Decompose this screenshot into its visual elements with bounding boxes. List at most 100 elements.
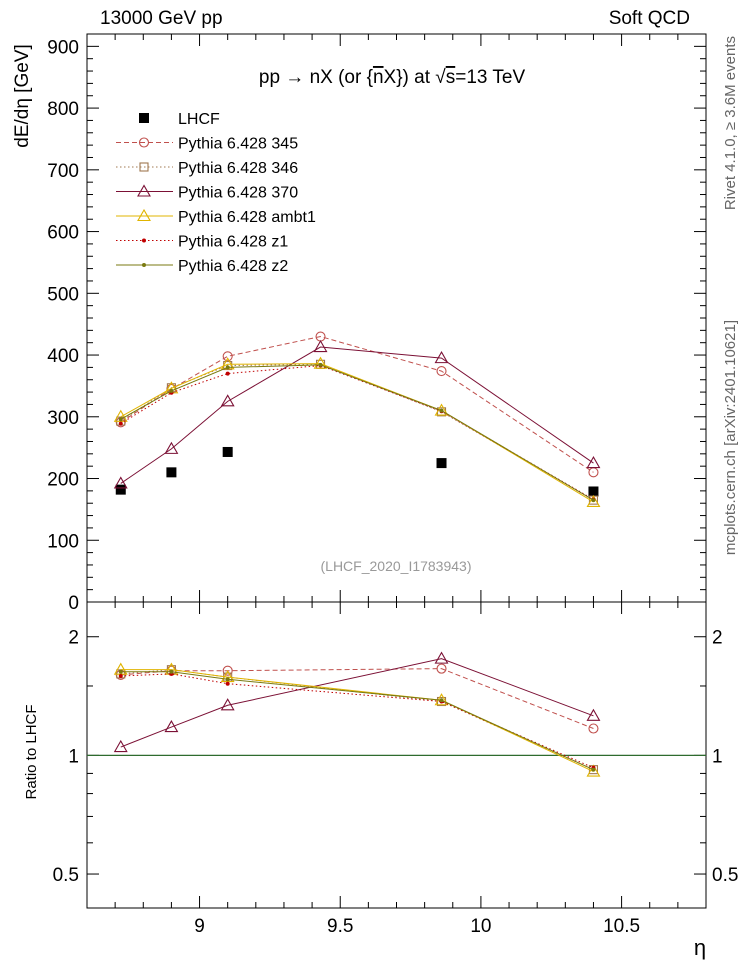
legend-label-z2: Pythia 6.428 z2: [178, 258, 288, 275]
ratio-point-z2: [118, 669, 123, 674]
ratio-y-axis-label: Ratio to LHCF: [23, 704, 40, 799]
title-nbar: n: [373, 67, 384, 88]
ratio-y-tick-label-right: 0.5: [712, 865, 738, 886]
main-point-p370: [313, 339, 328, 353]
ratio-point-z2: [439, 698, 444, 703]
main-point-LHCF: [115, 484, 126, 495]
main-point-ambt1: [113, 409, 128, 422]
ratio-y-tick-label-right: 1: [712, 746, 723, 767]
ratio-line-ambt1: [120, 669, 594, 772]
main-line-ambt1: [120, 363, 594, 503]
main-point-LHCF: [436, 458, 447, 469]
y-tick-label: 700: [47, 161, 79, 182]
main-point-p370: [220, 394, 235, 407]
main-point-z2: [318, 362, 323, 367]
y-tick-label: 500: [47, 284, 79, 305]
title-nx: nX (or {: [310, 67, 374, 88]
ratio-line-z1: [120, 673, 594, 769]
legend-label-p346: Pythia 6.428 346: [178, 160, 298, 177]
main-point-LHCF: [166, 467, 177, 478]
ratio-point-p370: [113, 739, 128, 753]
main-point-z2: [225, 365, 230, 370]
y-tick-label: 600: [47, 223, 79, 244]
legend-marker-p370: [137, 184, 151, 197]
header-left: 13000 GeV pp: [100, 8, 223, 29]
ratio-point-p345: [222, 665, 233, 676]
ratio-point-p370: [220, 698, 235, 711]
x-tick-label: 10.5: [603, 916, 640, 937]
legend-marker-ambt1: [137, 208, 151, 222]
main-point-ambt1: [313, 356, 328, 369]
main-point-p345: [436, 366, 447, 377]
ratio-y-tick-label: 1: [68, 746, 79, 767]
main-point-z2: [169, 388, 174, 393]
main-point-ambt1: [586, 494, 601, 508]
ratio-point-z2: [225, 677, 230, 682]
y-tick-label: 0: [68, 593, 79, 614]
main-point-LHCF: [222, 446, 233, 457]
ratio-point-p345: [436, 663, 447, 674]
y-tick-label: 300: [47, 408, 79, 429]
main-line-p346: [120, 363, 594, 501]
main-line-z2: [120, 364, 594, 501]
main-point-LHCF: [588, 486, 599, 497]
legend-marker-z1: [142, 238, 146, 243]
x-tick-label: 9.5: [327, 916, 353, 937]
ratio-y-tick-label: 0.5: [53, 865, 79, 886]
ratio-point-p370: [164, 719, 179, 733]
ratio-point-z2: [591, 767, 596, 772]
main-line-p345: [120, 336, 594, 473]
main-point-p345: [222, 351, 233, 362]
title-s: s: [446, 67, 456, 88]
main-point-p370: [113, 476, 128, 489]
main-point-p370: [586, 455, 601, 469]
y-tick-label: 900: [47, 37, 79, 58]
title-arrow: →: [285, 67, 309, 88]
y-tick-label: 400: [47, 346, 79, 367]
main-point-z1: [225, 371, 230, 376]
legend-marker-LHCF: [139, 113, 149, 123]
ratio-point-ambt1: [586, 764, 601, 777]
ratio-point-ambt1: [220, 669, 235, 683]
x-tick-label: 9: [194, 916, 205, 937]
main-point-z2: [118, 417, 123, 422]
legend-marker-p346: [139, 162, 149, 172]
header-right: Soft QCD: [608, 8, 690, 29]
main-point-p370: [434, 351, 449, 364]
main-point-z2: [591, 498, 596, 503]
y-tick-label: 200: [47, 470, 79, 491]
legend-marker-p345: [138, 137, 150, 148]
legend-marker-z2: [142, 263, 146, 267]
ratio-point-z1: [118, 674, 123, 679]
analysis-annotation: (LHCF_2020_I1783943): [321, 558, 472, 574]
ratio-point-p370: [434, 651, 449, 664]
legend-label-ambt1: Pythia 6.428 ambt1: [178, 209, 316, 226]
y-tick-label: 800: [47, 99, 79, 120]
ratio-point-p370: [586, 708, 601, 721]
main-line-z1: [120, 365, 594, 500]
x-axis-label: η: [694, 935, 706, 960]
main-point-z2: [439, 408, 444, 413]
legend-label-LHCF: LHCF: [178, 111, 220, 128]
legend-label-p345: Pythia 6.428 345: [178, 136, 298, 153]
legend-label-p370: Pythia 6.428 370: [178, 185, 298, 202]
ratio-point-p345: [588, 723, 599, 734]
title-sqrt: √: [435, 67, 446, 88]
main-line-p370: [120, 346, 594, 484]
title-x2: X}) at: [384, 67, 436, 88]
ratio-point-z1: [225, 681, 230, 686]
ratio-line-p370: [120, 658, 594, 748]
title-pp: pp: [259, 67, 285, 88]
ratio-point-z2: [169, 669, 174, 674]
ratio-y-tick-label: 2: [68, 628, 79, 649]
ratio-y-tick-label-right: 2: [712, 628, 723, 649]
chart-title: pp → nX (or {nX}) at √s=13 TeV: [259, 67, 526, 88]
legend-label-z1: Pythia 6.428 z1: [178, 234, 288, 251]
x-tick-label: 10: [470, 916, 491, 937]
y-axis-label: dE/dη [GeV]: [12, 44, 33, 148]
title-energy: =13 TeV: [455, 67, 525, 88]
main-point-p370: [164, 441, 179, 454]
main-point-z1: [118, 421, 123, 426]
y-tick-label: 100: [47, 531, 79, 552]
